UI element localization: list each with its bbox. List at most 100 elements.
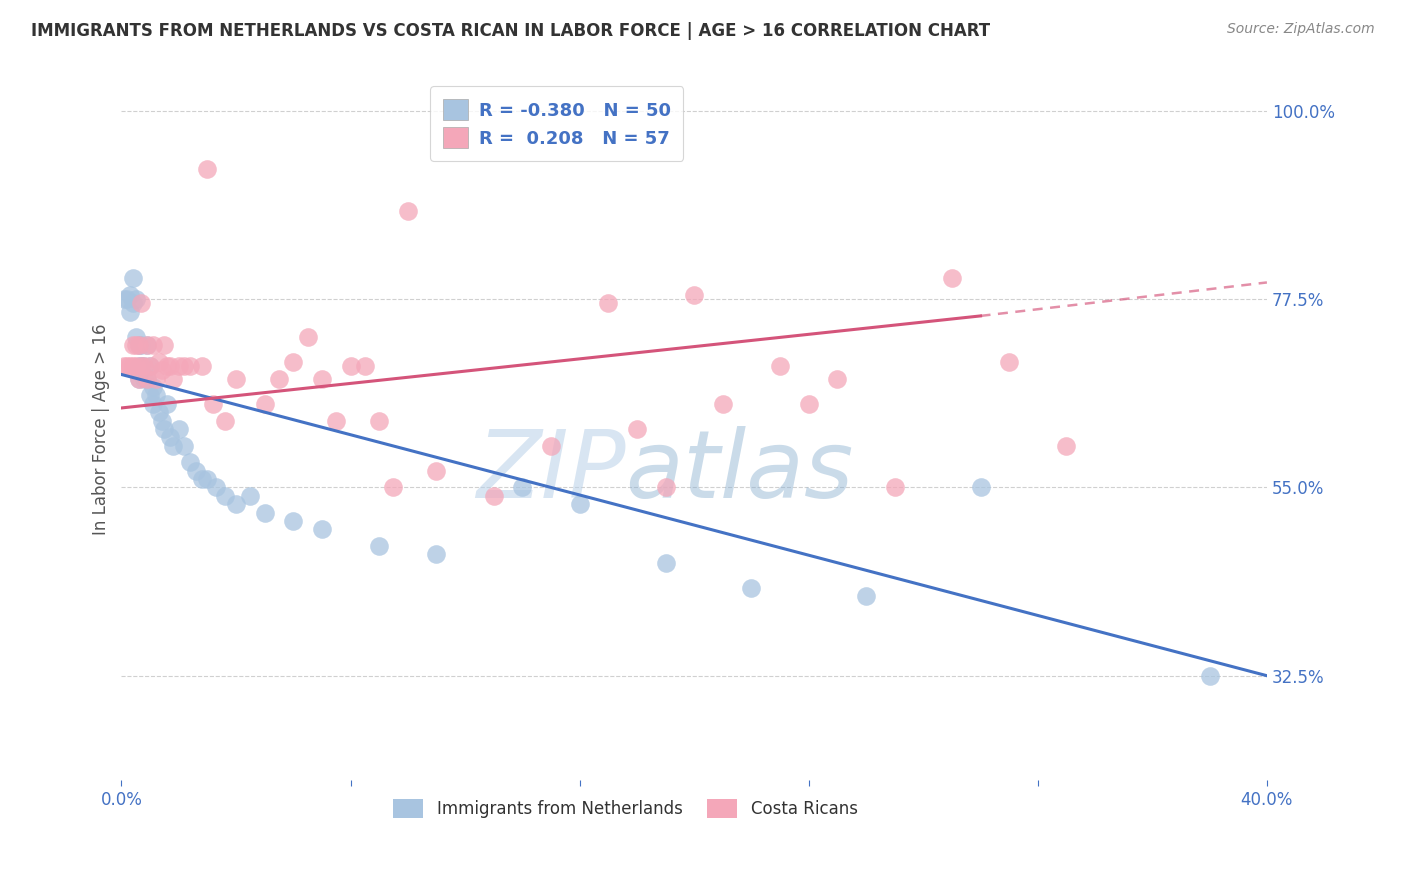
- Point: [214, 413, 236, 427]
- Point: [626, 422, 648, 436]
- Point: [142, 397, 165, 411]
- Text: atlas: atlas: [626, 425, 853, 516]
- Point: [148, 405, 170, 419]
- Text: Source: ZipAtlas.com: Source: ZipAtlas.com: [1227, 22, 1375, 37]
- Point: [136, 372, 159, 386]
- Point: [134, 359, 156, 373]
- Point: [131, 359, 153, 373]
- Point: [205, 480, 228, 494]
- Point: [184, 464, 207, 478]
- Point: [195, 162, 218, 177]
- Point: [253, 506, 276, 520]
- Point: [225, 372, 247, 386]
- Point: [128, 372, 150, 386]
- Point: [190, 359, 212, 373]
- Point: [136, 338, 159, 352]
- Point: [118, 288, 141, 302]
- Point: [142, 338, 165, 352]
- Point: [136, 338, 159, 352]
- Point: [128, 359, 150, 373]
- Point: [998, 355, 1021, 369]
- Point: [711, 397, 734, 411]
- Point: [941, 271, 963, 285]
- Point: [1054, 439, 1077, 453]
- Point: [797, 397, 820, 411]
- Point: [368, 413, 391, 427]
- Point: [122, 359, 145, 373]
- Point: [162, 439, 184, 453]
- Point: [425, 548, 447, 562]
- Point: [118, 304, 141, 318]
- Point: [283, 514, 305, 528]
- Point: [122, 271, 145, 285]
- Point: [969, 480, 991, 494]
- Point: [112, 359, 135, 373]
- Point: [173, 359, 195, 373]
- Point: [353, 359, 375, 373]
- Point: [112, 292, 135, 306]
- Point: [118, 359, 141, 373]
- Point: [311, 372, 333, 386]
- Point: [654, 556, 676, 570]
- Point: [142, 380, 165, 394]
- Point: [145, 372, 167, 386]
- Point: [179, 455, 201, 469]
- Point: [167, 422, 190, 436]
- Point: [396, 204, 419, 219]
- Y-axis label: In Labor Force | Age > 16: In Labor Force | Age > 16: [93, 323, 110, 534]
- Point: [382, 480, 405, 494]
- Point: [167, 359, 190, 373]
- Point: [339, 359, 361, 373]
- Point: [654, 480, 676, 494]
- Point: [139, 388, 162, 402]
- Point: [156, 397, 179, 411]
- Point: [368, 539, 391, 553]
- Point: [202, 397, 225, 411]
- Point: [136, 372, 159, 386]
- Point: [827, 372, 849, 386]
- Point: [855, 589, 877, 603]
- Point: [159, 359, 181, 373]
- Point: [598, 296, 620, 310]
- Point: [153, 338, 176, 352]
- Point: [128, 338, 150, 352]
- Point: [131, 296, 153, 310]
- Point: [139, 359, 162, 373]
- Point: [311, 522, 333, 536]
- Legend: Immigrants from Netherlands, Costa Ricans: Immigrants from Netherlands, Costa Rican…: [387, 792, 865, 825]
- Text: ZIP: ZIP: [475, 425, 626, 516]
- Text: IMMIGRANTS FROM NETHERLANDS VS COSTA RICAN IN LABOR FORCE | AGE > 16 CORRELATION: IMMIGRANTS FROM NETHERLANDS VS COSTA RIC…: [31, 22, 990, 40]
- Point: [225, 497, 247, 511]
- Point: [131, 338, 153, 352]
- Point: [156, 359, 179, 373]
- Point: [512, 480, 534, 494]
- Point: [145, 388, 167, 402]
- Point: [297, 330, 319, 344]
- Point: [740, 581, 762, 595]
- Point: [239, 489, 262, 503]
- Point: [134, 359, 156, 373]
- Point: [325, 413, 347, 427]
- Point: [883, 480, 905, 494]
- Point: [162, 372, 184, 386]
- Point: [195, 472, 218, 486]
- Point: [125, 330, 148, 344]
- Point: [115, 292, 138, 306]
- Point: [253, 397, 276, 411]
- Point: [150, 363, 173, 377]
- Point: [540, 439, 562, 453]
- Point: [148, 355, 170, 369]
- Point: [134, 372, 156, 386]
- Point: [267, 372, 290, 386]
- Point: [179, 359, 201, 373]
- Point: [122, 338, 145, 352]
- Point: [159, 430, 181, 444]
- Point: [122, 296, 145, 310]
- Point: [173, 439, 195, 453]
- Point: [128, 338, 150, 352]
- Point: [125, 338, 148, 352]
- Point: [214, 489, 236, 503]
- Point: [1198, 669, 1220, 683]
- Point: [568, 497, 591, 511]
- Point: [283, 355, 305, 369]
